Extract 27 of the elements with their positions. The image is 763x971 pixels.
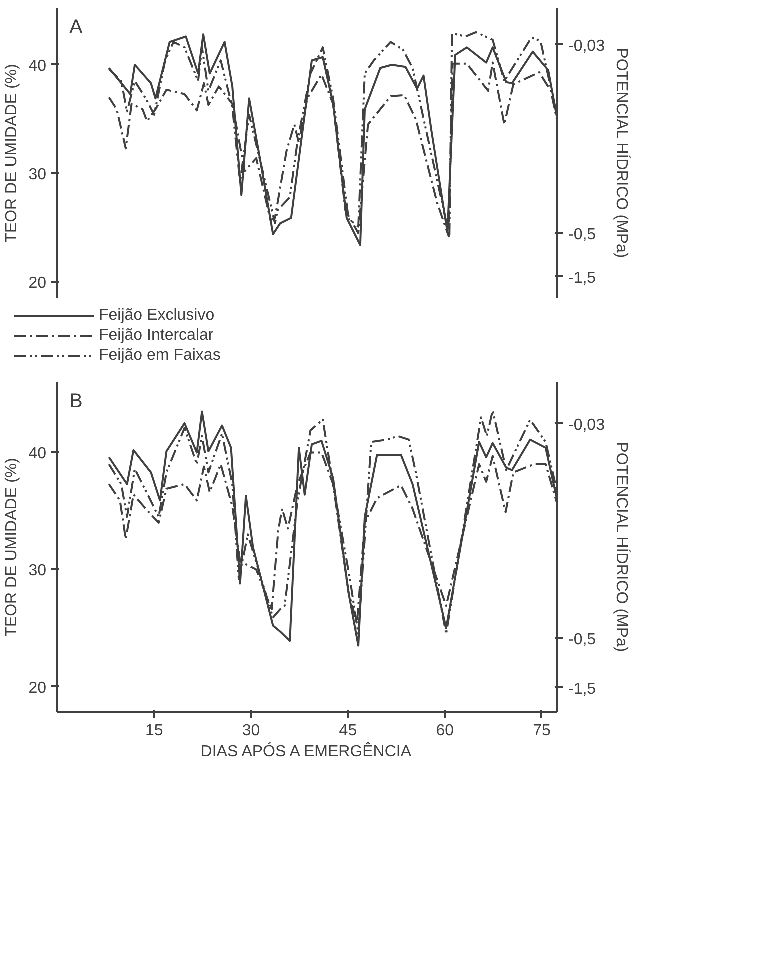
- y-axis-title: TEOR DE UMIDADE (%): [4, 458, 21, 637]
- y-axis-title: TEOR DE UMIDADE (%): [4, 64, 21, 243]
- x-tick-label: 75: [533, 722, 551, 740]
- y-tick-label: 20: [28, 275, 47, 292]
- category-label: -0,5: [568, 226, 596, 244]
- x-tick-label: 45: [339, 722, 358, 740]
- x-tick-label: 15: [146, 722, 164, 740]
- x-axis-title: DIAS APÓS A EMERGÊNCIA: [200, 742, 412, 760]
- chart-title: A: [70, 16, 84, 38]
- category-label: -1,5: [568, 270, 596, 287]
- category-label: -0,03: [568, 38, 605, 55]
- chart-title: B: [70, 390, 83, 412]
- y2-axis-title: POTENCIAL HÍDRICO (MPa): [612, 442, 631, 652]
- x-tick-label: 60: [436, 722, 454, 740]
- x-tick-label: 30: [242, 722, 260, 740]
- y-tick-label: 30: [28, 166, 47, 184]
- legend-label: Feijão Exclusivo: [99, 306, 215, 326]
- y-tick-label: 40: [28, 58, 47, 75]
- category-label: -0,03: [568, 416, 605, 434]
- y2-axis-title: POTENCIAL HÍDRICO (MPa): [612, 48, 631, 258]
- legend-label: Feijão Intercalar: [99, 326, 214, 346]
- y-tick-label: 40: [28, 446, 47, 463]
- y-tick-label: 30: [28, 562, 47, 580]
- category-label: -0,5: [568, 631, 596, 648]
- y-tick-label: 20: [28, 680, 47, 697]
- legend-label: Feijão em Faixas: [99, 346, 221, 366]
- category-label: -1,5: [568, 680, 596, 698]
